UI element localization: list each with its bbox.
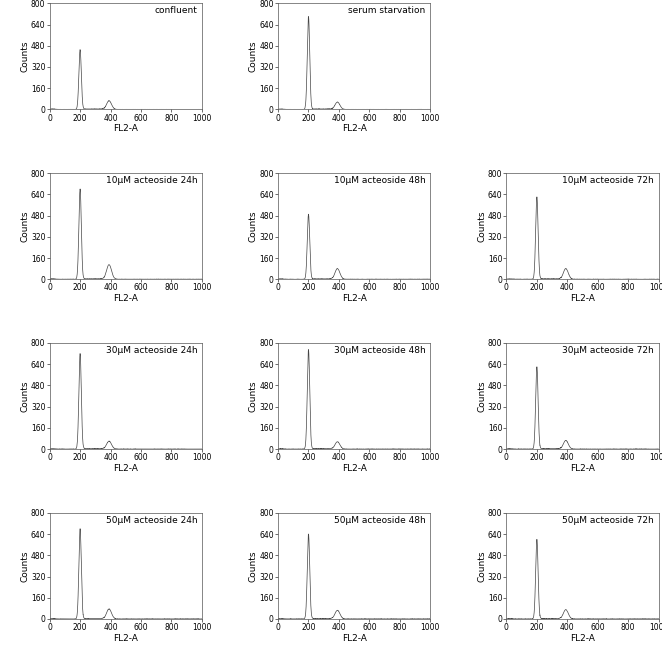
X-axis label: FL2-A: FL2-A [570, 633, 595, 643]
Text: confluent: confluent [154, 7, 197, 16]
Y-axis label: Counts: Counts [21, 550, 30, 582]
X-axis label: FL2-A: FL2-A [342, 633, 367, 643]
X-axis label: FL2-A: FL2-A [342, 464, 367, 473]
X-axis label: FL2-A: FL2-A [113, 464, 138, 473]
X-axis label: FL2-A: FL2-A [113, 294, 138, 303]
Text: 50μM acteoside 72h: 50μM acteoside 72h [563, 516, 654, 525]
X-axis label: FL2-A: FL2-A [570, 464, 595, 473]
Y-axis label: Counts: Counts [21, 41, 30, 72]
Text: 30μM acteoside 72h: 30μM acteoside 72h [563, 346, 654, 355]
Y-axis label: Counts: Counts [249, 41, 258, 72]
X-axis label: FL2-A: FL2-A [113, 124, 138, 133]
Y-axis label: Counts: Counts [21, 210, 30, 242]
X-axis label: FL2-A: FL2-A [342, 124, 367, 133]
Text: 50μM acteoside 24h: 50μM acteoside 24h [106, 516, 197, 525]
Y-axis label: Counts: Counts [249, 210, 258, 242]
Y-axis label: Counts: Counts [477, 381, 487, 412]
Text: 30μM acteoside 48h: 30μM acteoside 48h [334, 346, 426, 355]
Y-axis label: Counts: Counts [249, 381, 258, 412]
X-axis label: FL2-A: FL2-A [570, 294, 595, 303]
Text: 10μM acteoside 72h: 10μM acteoside 72h [563, 176, 654, 185]
Y-axis label: Counts: Counts [477, 210, 487, 242]
Text: serum starvation: serum starvation [348, 7, 426, 16]
Y-axis label: Counts: Counts [477, 550, 487, 582]
Text: 10μM acteoside 24h: 10μM acteoside 24h [106, 176, 197, 185]
Text: 30μM acteoside 24h: 30μM acteoside 24h [106, 346, 197, 355]
Text: 10μM acteoside 48h: 10μM acteoside 48h [334, 176, 426, 185]
Y-axis label: Counts: Counts [21, 381, 30, 412]
X-axis label: FL2-A: FL2-A [113, 633, 138, 643]
Y-axis label: Counts: Counts [249, 550, 258, 582]
Text: 50μM acteoside 48h: 50μM acteoside 48h [334, 516, 426, 525]
X-axis label: FL2-A: FL2-A [342, 294, 367, 303]
